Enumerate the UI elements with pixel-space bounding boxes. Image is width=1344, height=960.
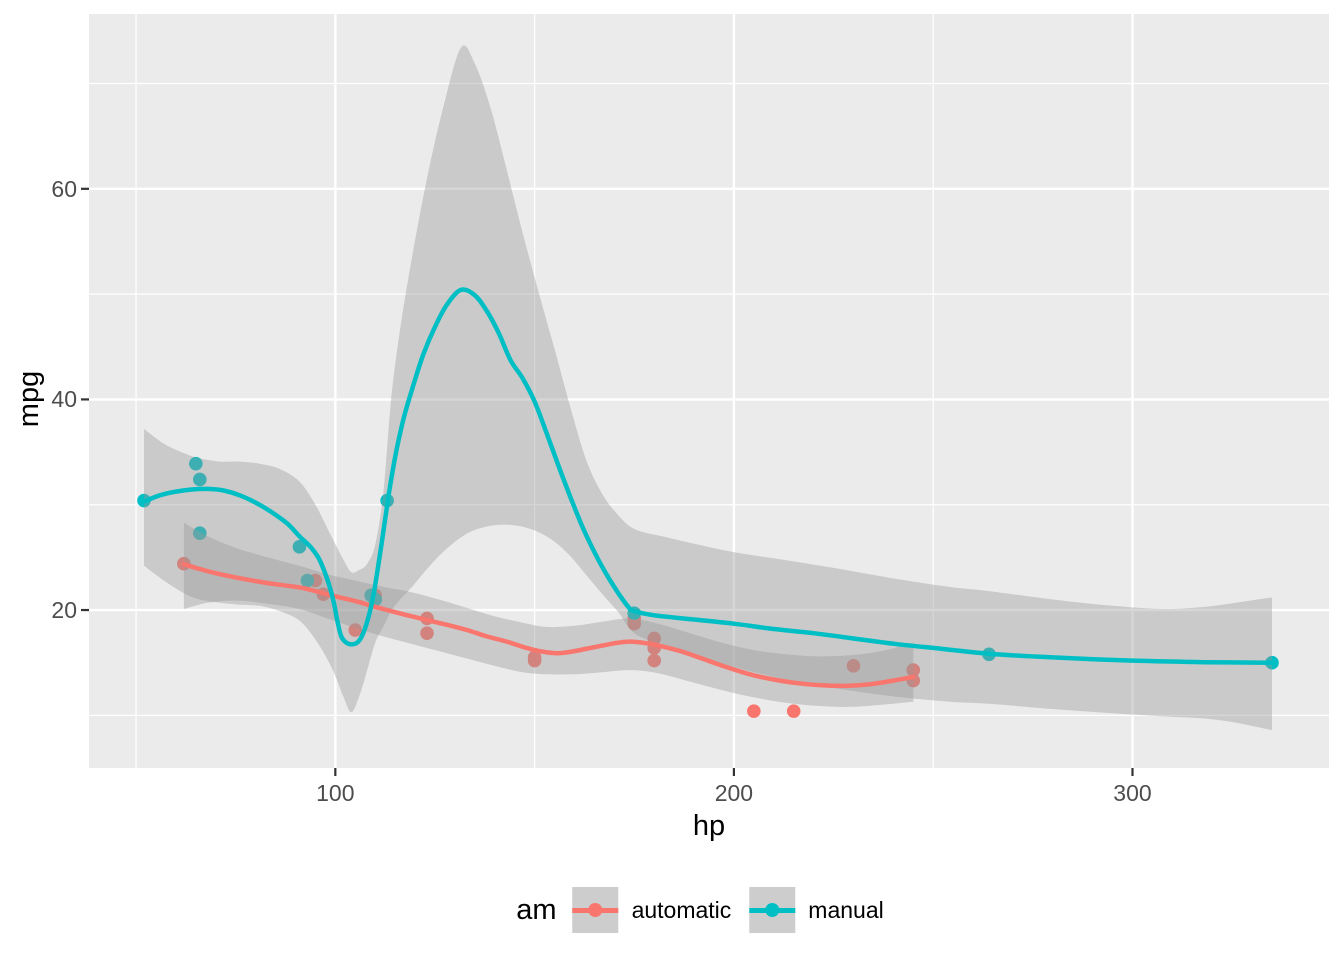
legend-key-point-icon <box>765 903 780 917</box>
data-point-automatic <box>420 626 434 641</box>
data-point-automatic <box>747 704 761 718</box>
panel-background <box>89 14 1329 768</box>
legend-label-automatic: automatic <box>631 896 732 923</box>
smooth-line-automatic <box>181 561 916 689</box>
legend-title: am <box>516 893 557 926</box>
smooth-line-manual <box>141 287 1275 665</box>
axis-ticks <box>81 187 1134 776</box>
data-point-automatic <box>906 663 921 677</box>
data-point-manual <box>193 526 207 540</box>
legend-key-manual <box>749 887 796 933</box>
data-point-automatic <box>647 653 661 668</box>
x-axis-title: hp <box>692 810 726 842</box>
y-tick-label-60: 60 <box>51 175 77 202</box>
legend-key-point-icon <box>588 903 603 917</box>
data-point-automatic <box>527 653 542 668</box>
legend-entry-manual: manual <box>749 887 901 933</box>
data-point-manual <box>193 472 207 487</box>
y-tick-label-20: 20 <box>51 597 77 624</box>
data-point-automatic <box>786 704 801 718</box>
gridlines <box>89 14 1329 768</box>
ci-ribbon-automatic <box>183 522 914 707</box>
data-point-manual <box>292 540 307 554</box>
data-point-automatic <box>846 659 861 673</box>
x-tick-label-300: 300 <box>1113 780 1152 806</box>
data-point-manual <box>189 456 203 471</box>
x-tick-label-100: 100 <box>316 780 355 806</box>
legend-label-manual: manual <box>808 896 884 923</box>
legend: am automatic manual <box>516 887 901 933</box>
x-tick-label-200: 200 <box>714 780 754 806</box>
ci-ribbon-manual <box>144 45 1272 731</box>
data-point-automatic <box>348 623 363 637</box>
data-point-manual <box>300 573 315 588</box>
legend-entry-automatic: automatic <box>572 887 750 933</box>
legend-key-automatic <box>572 887 619 933</box>
y-tick-label-40: 40 <box>51 386 77 413</box>
